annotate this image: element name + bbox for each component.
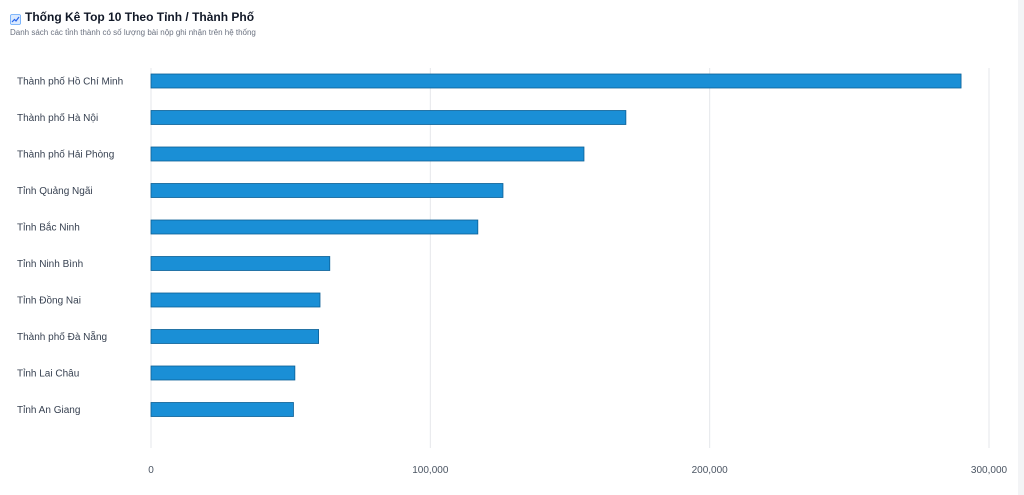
chart-header: Thống Kê Top 10 Theo Tỉnh / Thành Phố Da… (10, 10, 256, 37)
card-edge (1018, 0, 1024, 495)
title-row: Thống Kê Top 10 Theo Tỉnh / Thành Phố (10, 10, 256, 25)
category-label: Tỉnh Quảng Ngãi (17, 185, 93, 197)
x-tick-label: 200,000 (692, 465, 729, 476)
bars (150, 73, 962, 417)
category-label: Tỉnh Ninh Bình (17, 258, 83, 270)
chart-icon (10, 12, 21, 25)
bar[interactable] (150, 110, 627, 125)
category-label: Tỉnh An Giang (17, 404, 80, 416)
bar[interactable] (150, 256, 331, 271)
bar[interactable] (150, 146, 585, 162)
bar[interactable] (150, 219, 479, 235)
category-label: Thành phố Hà Nội (17, 112, 98, 124)
bar[interactable] (150, 292, 321, 308)
category-label: Tỉnh Bắc Ninh (17, 221, 80, 234)
x-tick-label: 100,000 (412, 465, 449, 476)
bar[interactable] (150, 73, 962, 89)
bar[interactable] (150, 183, 504, 198)
category-label: Tỉnh Đồng Nai (17, 295, 81, 307)
bar[interactable] (150, 402, 294, 417)
category-label: Thành phố Hồ Chí Minh (17, 76, 123, 88)
category-label: Tỉnh Lai Châu (17, 368, 79, 380)
x-tick-label: 300,000 (971, 465, 1008, 476)
bar[interactable] (150, 365, 296, 381)
x-tick-label: 0 (148, 465, 154, 476)
bar[interactable] (150, 329, 320, 344)
category-label: Thành phố Hải Phòng (17, 149, 114, 161)
category-labels: Thành phố Hồ Chí Minh Thành phố Hà Nội Thà… (17, 76, 123, 417)
chart-subtitle: Danh sách các tỉnh thành có số lượng bài… (10, 28, 256, 37)
category-label: Thành phố Đà Nẵng (17, 330, 107, 343)
x-axis-ticks: 0 100,000 200,000 300,000 (148, 465, 1007, 476)
chart-title: Thống Kê Top 10 Theo Tỉnh / Thành Phố (25, 10, 255, 24)
